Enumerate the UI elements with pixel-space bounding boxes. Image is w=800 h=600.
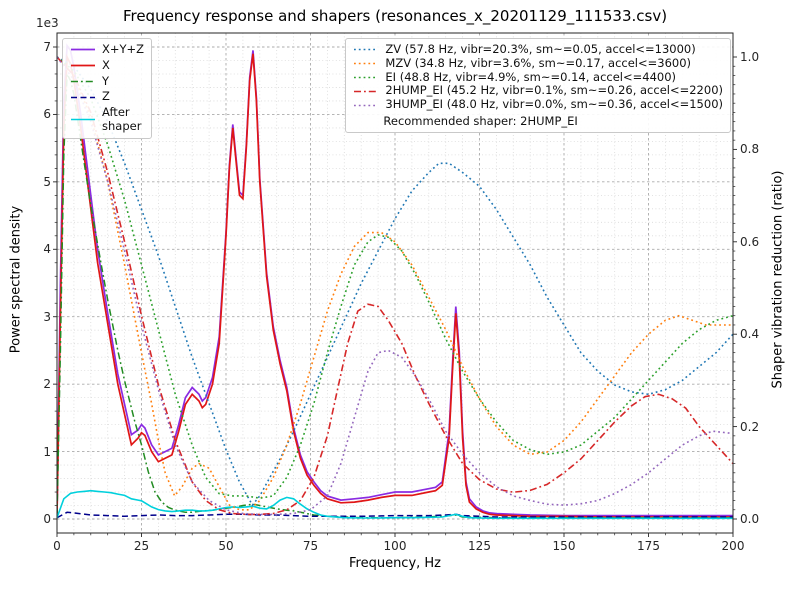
legend-item-after-shaper: After shaper [70,105,144,134]
legend-item-label: 3HUMP_EI (48.0 Hz, vibr=0.0%, sm~=0.36, … [385,97,723,112]
legend-line-swatch [354,49,379,51]
y-left-tick-label: 2 [43,377,51,392]
legend-line-swatch [71,64,95,67]
legend-item-label: X+Y+Z [102,42,145,56]
x-tick-label: 25 [133,539,150,553]
y-left-offset-label: 1e3 [36,16,59,30]
series-x-line [57,53,733,518]
x-tick-label: 200 [721,539,745,553]
legend-line-swatch [354,104,379,106]
x-tick-label: 150 [552,539,576,553]
legend-psd: X+Y+Z X Y Z After shaper [62,38,153,139]
legend-item-2hump-ei: 2HUMP_EI (45.2 Hz, vibr=0.1%, sm~=0.26, … [353,84,723,98]
legend-line-swatch [71,119,95,121]
x-tick-label: 125 [468,539,491,553]
legend-item-label: After shaper [102,105,142,133]
legend-item-label: MZV (34.8 Hz, vibr=3.6%, sm~=0.17, accel… [385,55,692,70]
x-tick-label: 0 [53,539,61,553]
x-tick-label: 100 [383,539,407,553]
legend-item-label: X [102,57,110,72]
x-tick-label: 75 [302,539,319,553]
legend-item-label: ZV (57.8 Hz, vibr=20.3%, sm~=0.05, accel… [385,42,696,56]
legend-item-y: Y [70,73,144,89]
y-right-tick-label: 0.6 [740,234,760,249]
y-left-tick-label: 6 [43,107,51,122]
legend-item-x: X [70,57,144,73]
legend-item-mzv: MZV (34.8 Hz, vibr=3.6%, sm~=0.17, accel… [353,55,723,71]
y-right-tick-label: 0.8 [740,142,760,157]
legend-item-label: EI (48.8 Hz, vibr=4.9%, sm~=0.14, accel<… [385,69,677,84]
y-right-axis-label: Shaper vibration reduction (ratio) [770,170,786,389]
legend-item-label: Z [102,89,110,104]
chart-title: Frequency response and shapers (resonanc… [122,7,668,25]
legend-item-z: Z [70,90,144,104]
y-left-tick-label: 0 [43,512,51,526]
y-right-tick-label: 0.0 [740,512,760,526]
legend-line-swatch [354,76,379,79]
recommended-shaper-note: Recommended shaper: 2HUMP_EI [383,113,578,128]
legend-item-label: 2HUMP_EI (45.2 Hz, vibr=0.1%, sm~=0.26, … [385,83,723,98]
legend-line-swatch [354,90,379,93]
legend-item-label: Y [102,73,110,88]
y-left-tick-label: 3 [43,309,51,324]
series-z-line [57,511,733,519]
y-right-tick-label: 0.2 [740,419,760,434]
series-ei-line [57,56,733,500]
legend-shapers: ZV (57.8 Hz, vibr=20.3%, sm~=0.05, accel… [345,38,731,134]
x-tick-label: 50 [218,539,234,553]
legend-line-swatch [71,49,95,51]
legend-item-ei: EI (48.8 Hz, vibr=4.9%, sm~=0.14, accel<… [353,69,723,85]
series-after-shaper-line [57,489,733,520]
y-left-tick-label: 7 [43,40,51,54]
legend-line-swatch [354,62,379,65]
legend-item-3hump-ei: 3HUMP_EI (48.0 Hz, vibr=0.0%, sm~=0.36, … [353,97,723,112]
y-right-tick-label: 0.4 [740,327,760,342]
y-left-tick-label: 4 [43,242,51,257]
x-tick-label: 175 [637,539,660,553]
y-left-tick-label: 5 [43,174,51,189]
series-zv-line [57,56,733,507]
y-right-tick-label: 1.0 [740,50,760,64]
legend-line-swatch [71,80,95,83]
series-mzv-line [57,56,733,511]
legend-item-zv: ZV (57.8 Hz, vibr=20.3%, sm~=0.05, accel… [353,42,723,57]
legend-line-swatch [71,96,95,99]
y-left-tick-label: 1 [43,444,51,459]
x-axis-label: Frequency, Hz [348,556,442,571]
legend-item-x-y-z: X+Y+Z [70,42,145,57]
